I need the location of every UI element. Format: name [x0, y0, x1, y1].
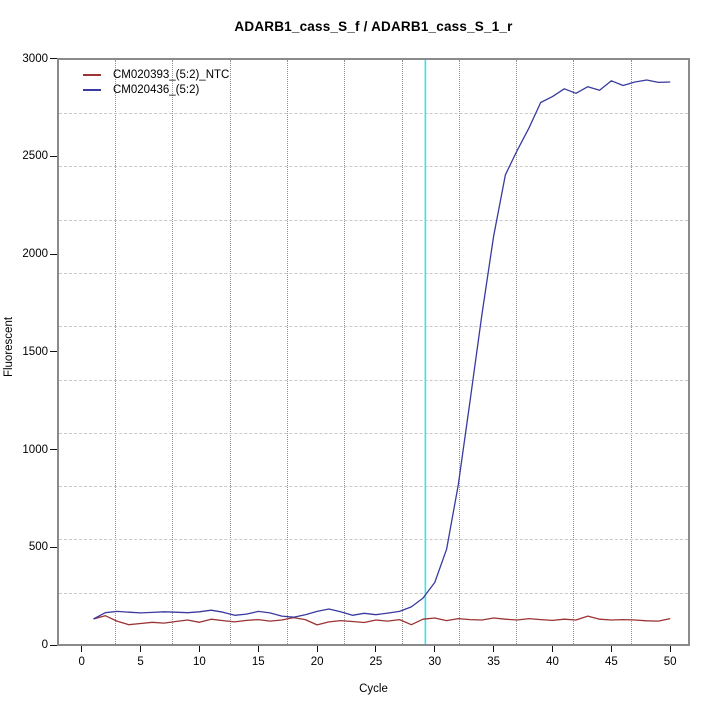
- y-tick-mark: [50, 546, 57, 548]
- y-tick-mark: [50, 351, 57, 353]
- horizontal-gridline: [59, 326, 688, 328]
- vertical-gridline: [344, 60, 346, 644]
- vertical-gridline: [688, 60, 689, 644]
- series-line-ntc: [93, 615, 671, 626]
- x-tick-mark: [434, 646, 436, 652]
- y-tick-mark: [50, 253, 57, 255]
- y-tick-label: 500: [28, 541, 48, 554]
- y-tick-mark: [50, 449, 57, 450]
- x-tick-mark: [493, 646, 495, 652]
- x-tick-mark: [198, 646, 200, 652]
- x-tick-mark: [81, 646, 83, 652]
- x-tick-mark: [375, 646, 377, 652]
- x-tick-label: 45: [604, 656, 618, 668]
- horizontal-gridline: [59, 379, 688, 381]
- x-tick-label: 0: [78, 656, 85, 668]
- x-tick-label: 50: [663, 656, 677, 668]
- y-tick-mark: [50, 644, 57, 646]
- vertical-gridline: [516, 60, 518, 644]
- chart-title: ADARB1_cass_S_f / ADARB1_cass_S_1_r: [234, 19, 513, 34]
- legend-label-ntc: CM020393_(5:2)_NTC: [113, 68, 230, 81]
- horizontal-gridline: [59, 432, 688, 434]
- x-tick-label: 20: [310, 656, 324, 668]
- y-tick-label: 1500: [22, 345, 48, 358]
- legend-label-sample: CM020436_(5:2): [113, 83, 200, 96]
- horizontal-gridline: [59, 486, 688, 488]
- x-tick-mark: [257, 646, 259, 652]
- y-tick-label: 1000: [22, 443, 48, 456]
- x-tick-label: 25: [369, 656, 383, 668]
- vertical-gridline: [458, 60, 460, 644]
- horizontal-gridline: [59, 592, 688, 594]
- x-tick-mark: [316, 646, 318, 652]
- x-tick-mark: [552, 646, 553, 652]
- legend-swatch-ntc: [83, 73, 101, 76]
- legend-item-ntc: CM020393_(5:2)_NTC: [83, 67, 229, 82]
- vertical-gridline: [172, 60, 174, 644]
- horizontal-gridline: [59, 272, 688, 274]
- x-tick-label: 10: [192, 656, 206, 668]
- y-tick-label: 2500: [22, 150, 48, 163]
- legend-item-sample: CM020436_(5:2): [83, 82, 229, 97]
- x-tick-mark: [610, 646, 612, 652]
- x-tick-label: 5: [137, 656, 144, 668]
- y-tick-label: 3000: [22, 52, 48, 65]
- horizontal-gridline: [59, 166, 688, 168]
- x-tick-label: 35: [487, 656, 501, 668]
- legend: CM020393_(5:2)_NTC CM020436_(5:2): [83, 67, 229, 97]
- horizontal-gridline: [59, 539, 688, 541]
- x-tick-label: 15: [251, 656, 265, 668]
- vertical-gridline: [115, 60, 116, 644]
- x-tick-mark: [140, 646, 142, 652]
- x-tick-label: 40: [546, 656, 559, 668]
- horizontal-gridline: [59, 113, 688, 114]
- x-axis-label: Cycle: [359, 683, 388, 695]
- vertical-gridline: [401, 60, 403, 644]
- vertical-gridline: [286, 60, 288, 644]
- vertical-gridline: [630, 60, 632, 644]
- x-tick-label: 30: [428, 656, 442, 668]
- x-tick-mark: [669, 646, 671, 652]
- y-tick-mark: [50, 155, 57, 157]
- amplification-svg: [93, 60, 671, 644]
- vertical-gridline: [229, 60, 231, 644]
- legend-swatch-sample: [83, 88, 101, 91]
- y-tick-mark: [50, 58, 57, 59]
- plot-area: CM020393_(5:2)_NTC CM020436_(5:2): [57, 58, 690, 646]
- y-tick-label: 2000: [22, 248, 48, 260]
- series-line-sample: [93, 79, 671, 620]
- vertical-gridline: [573, 60, 575, 644]
- horizontal-gridline: [59, 219, 688, 221]
- y-tick-label: 0: [41, 639, 48, 651]
